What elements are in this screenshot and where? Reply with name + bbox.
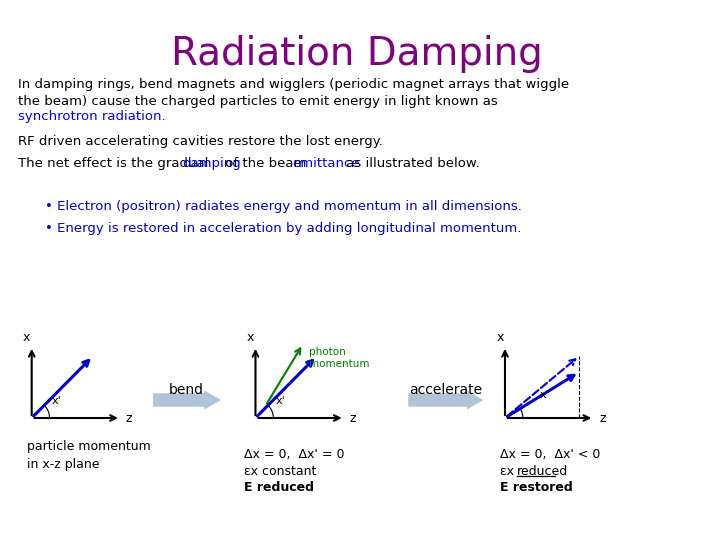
- Text: z: z: [349, 411, 356, 424]
- Text: εx: εx: [500, 465, 518, 478]
- Text: Radiation Damping: Radiation Damping: [171, 35, 542, 73]
- Text: as illustrated below.: as illustrated below.: [342, 157, 480, 170]
- FancyArrowPatch shape: [153, 391, 220, 409]
- Text: synchrotron radiation.: synchrotron radiation.: [18, 110, 166, 123]
- Text: x': x': [540, 390, 549, 400]
- Text: RF driven accelerating cavities restore the lost energy.: RF driven accelerating cavities restore …: [18, 135, 383, 148]
- Text: E reduced: E reduced: [243, 481, 314, 494]
- Text: bend: bend: [168, 383, 204, 397]
- Text: photon
momentum: photon momentum: [309, 347, 369, 369]
- Text: z: z: [126, 411, 132, 424]
- Text: εx constant: εx constant: [243, 465, 316, 478]
- Text: x: x: [496, 331, 504, 344]
- Text: E restored: E restored: [500, 481, 573, 494]
- Text: x': x': [275, 396, 285, 406]
- Text: accelerate: accelerate: [409, 383, 482, 397]
- Text: z: z: [599, 411, 606, 424]
- Text: damping: damping: [183, 157, 241, 170]
- FancyArrowPatch shape: [409, 391, 482, 409]
- Text: The net effect is the gradual: The net effect is the gradual: [18, 157, 212, 170]
- Text: Δx = 0,  Δx' = 0: Δx = 0, Δx' = 0: [243, 448, 344, 461]
- Text: • Energy is restored in acceleration by adding longitudinal momentum.: • Energy is restored in acceleration by …: [45, 222, 521, 235]
- Text: particle momentum
in x-z plane: particle momentum in x-z plane: [27, 440, 150, 471]
- Text: of the beam: of the beam: [221, 157, 311, 170]
- Text: Δx = 0,  Δx' < 0: Δx = 0, Δx' < 0: [500, 448, 600, 461]
- Text: • Electron (positron) radiates energy and momentum in all dimensions.: • Electron (positron) radiates energy an…: [45, 200, 521, 213]
- Text: x: x: [247, 331, 254, 344]
- Text: reduced: reduced: [516, 465, 568, 478]
- Text: In damping rings, bend magnets and wigglers (periodic magnet arrays that wiggle
: In damping rings, bend magnets and wiggl…: [18, 78, 569, 108]
- Text: emittance: emittance: [292, 157, 360, 170]
- Text: x: x: [23, 331, 30, 344]
- Text: x': x': [52, 396, 61, 406]
